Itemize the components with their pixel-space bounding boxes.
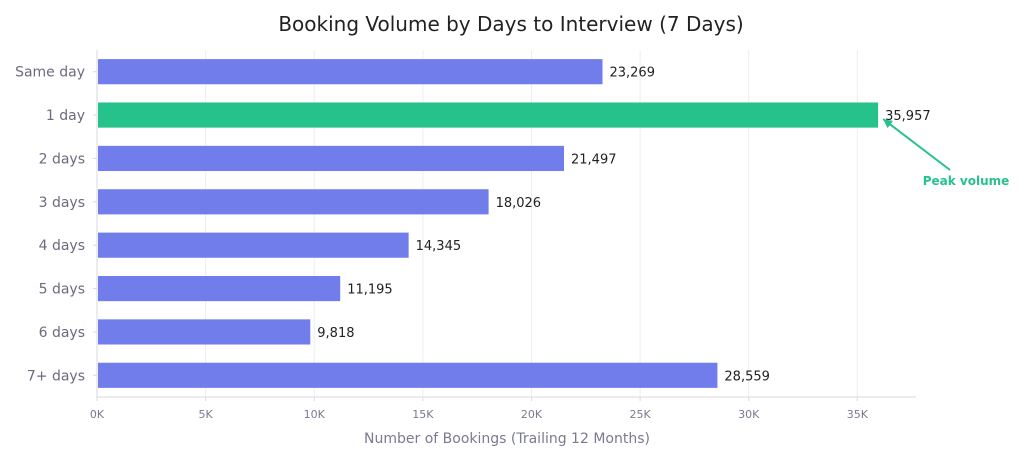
category-label: Same day xyxy=(15,65,85,81)
x-tick-label: 5K xyxy=(199,408,214,421)
annotation-arrow xyxy=(882,118,951,171)
bar xyxy=(98,145,565,172)
bars xyxy=(98,59,879,388)
bar xyxy=(98,59,603,85)
bar xyxy=(98,189,489,215)
category-label: 3 days xyxy=(39,195,85,211)
category-label: 7+ days xyxy=(27,368,85,384)
x-tick-label: 35K xyxy=(847,408,869,421)
value-label: 23,269 xyxy=(609,66,655,81)
value-label: 11,195 xyxy=(347,283,393,298)
x-tick-label: 20K xyxy=(521,408,543,421)
annotation: Peak volume xyxy=(882,118,1010,188)
x-tick-label: 30K xyxy=(738,408,760,421)
x-tick-label: 15K xyxy=(412,408,434,421)
labels: 0K 5K 10K 15K 20K 25K 30K 35K Same day 23,269 1 da… xyxy=(15,65,931,421)
bar xyxy=(98,362,718,388)
bar xyxy=(98,319,311,345)
bar-highlight xyxy=(98,102,879,128)
x-tick-label: 10K xyxy=(304,408,326,421)
category-label: 2 days xyxy=(39,151,85,167)
x-tick-label: 0K xyxy=(90,408,105,421)
gridlines xyxy=(205,50,858,397)
category-label: 5 days xyxy=(39,282,85,298)
axes xyxy=(93,50,916,401)
value-label: 18,026 xyxy=(496,196,542,211)
value-label: 35,957 xyxy=(885,109,931,124)
category-label: 4 days xyxy=(39,238,85,254)
x-tick-label: 25K xyxy=(629,408,651,421)
category-label: 6 days xyxy=(39,325,85,341)
annotation-arrowhead xyxy=(883,119,894,129)
x-axis-title: Number of Bookings (Trailing 12 Months) xyxy=(364,431,650,447)
category-label: 1 day xyxy=(46,108,85,124)
bar xyxy=(98,275,341,302)
chart-title: Booking Volume by Days to Interview (7 D… xyxy=(278,12,743,36)
value-label: 28,559 xyxy=(724,369,770,384)
bar xyxy=(98,232,409,258)
value-label: 21,497 xyxy=(571,152,617,167)
annotation-text: Peak volume xyxy=(923,174,1010,188)
value-label: 14,345 xyxy=(416,239,462,254)
value-label: 9,818 xyxy=(317,326,354,341)
